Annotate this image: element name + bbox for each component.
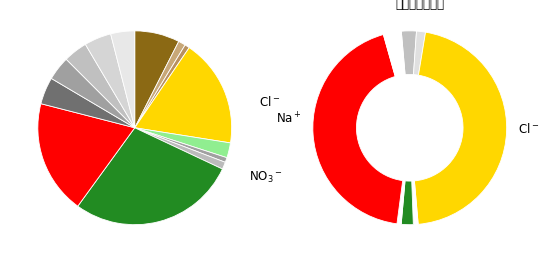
Wedge shape (397, 181, 405, 225)
Wedge shape (135, 49, 232, 143)
Wedge shape (111, 32, 135, 128)
Text: NO$_3$$^-$: NO$_3$$^-$ (249, 169, 283, 184)
Text: Cl$^-$: Cl$^-$ (259, 94, 280, 108)
Wedge shape (401, 181, 414, 225)
Text: Cl$^-$: Cl$^-$ (518, 121, 540, 135)
Text: その他のイオン: その他のイオン (395, 0, 444, 10)
Wedge shape (78, 128, 222, 225)
Wedge shape (135, 46, 189, 128)
Text: Na$^+$: Na$^+$ (276, 111, 301, 126)
Wedge shape (414, 32, 426, 76)
Wedge shape (38, 104, 135, 206)
Wedge shape (135, 42, 185, 128)
Wedge shape (85, 35, 135, 128)
Wedge shape (412, 181, 418, 225)
Wedge shape (135, 128, 227, 163)
Wedge shape (135, 128, 230, 158)
Wedge shape (402, 32, 416, 75)
Wedge shape (41, 79, 135, 128)
Wedge shape (313, 35, 403, 224)
Wedge shape (383, 32, 405, 77)
Wedge shape (66, 45, 135, 128)
Wedge shape (135, 32, 179, 128)
Wedge shape (135, 128, 226, 169)
Wedge shape (414, 33, 507, 225)
Wedge shape (51, 60, 135, 128)
